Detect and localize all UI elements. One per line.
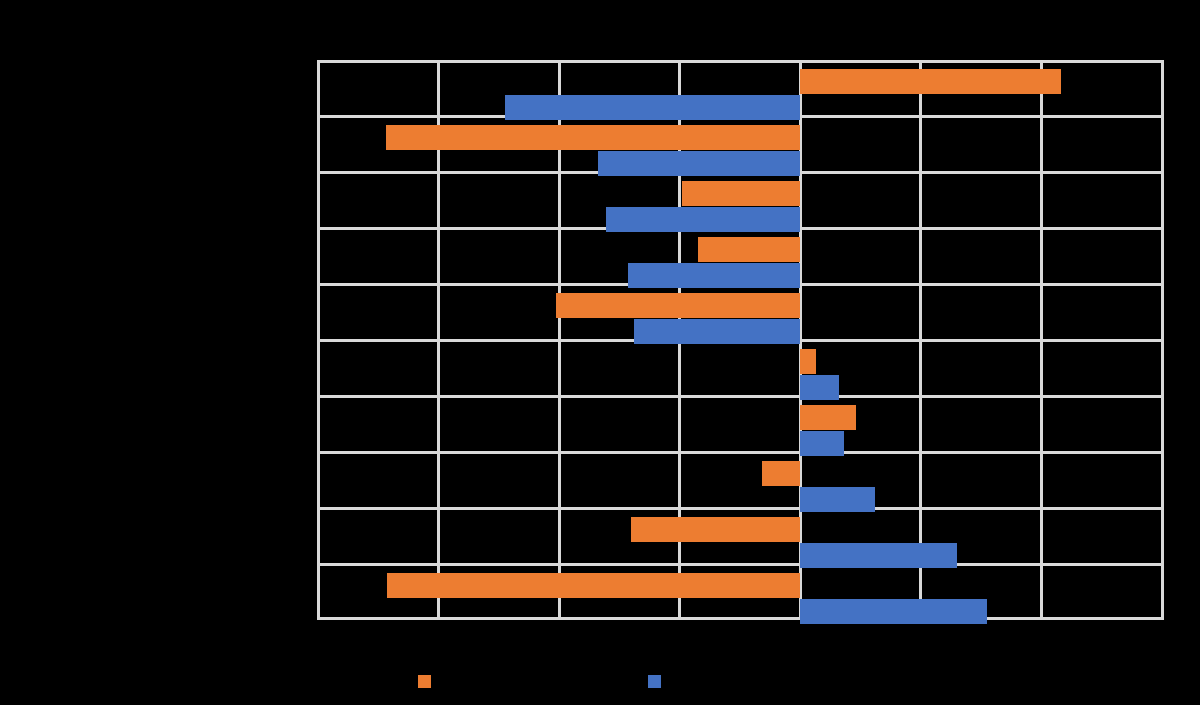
x-tick-label: 20% — [1029, 626, 1054, 640]
legend-item-series-2[interactable] — [648, 668, 669, 694]
x-tick-label: -10% — [665, 626, 694, 640]
bar-series-1[interactable] — [800, 348, 816, 374]
chart-row — [318, 60, 1162, 120]
bar-series-2[interactable] — [800, 486, 876, 512]
bar-series-1[interactable] — [800, 68, 1061, 94]
bar-series-1[interactable] — [682, 180, 801, 206]
x-tick-label: -40% — [303, 626, 333, 640]
horizontal-gridline — [318, 617, 1162, 620]
chart-row — [318, 228, 1162, 288]
bar-series-2[interactable] — [800, 542, 958, 568]
bar-series-1[interactable] — [386, 572, 801, 598]
vertical-gridline — [1160, 60, 1164, 620]
chart-row — [318, 564, 1162, 624]
bar-series-1[interactable] — [761, 460, 801, 486]
chart-row — [318, 284, 1162, 344]
chart-row — [318, 172, 1162, 232]
bar-series-2[interactable] — [800, 430, 844, 456]
x-axis-tick-labels: -40% -30% -20% -10% 0% 10% 20% 30% — [304, 624, 1174, 646]
x-tick-label: 30% — [1149, 626, 1175, 640]
bar-series-1[interactable] — [697, 236, 801, 262]
category-axis-labels — [0, 60, 316, 620]
bar-series-2[interactable] — [800, 598, 988, 624]
chart-row — [318, 452, 1162, 512]
x-tick-label: -20% — [545, 626, 574, 640]
bar-series-2[interactable] — [800, 374, 839, 400]
orange-square-icon — [418, 674, 431, 688]
horizontal-gridline — [318, 394, 1162, 398]
bar-series-1[interactable] — [385, 124, 801, 150]
x-tick-label: 10% — [908, 626, 933, 640]
x-tick-label: -30% — [424, 626, 453, 640]
bar-series-1[interactable] — [800, 404, 856, 430]
bar-series-2[interactable] — [504, 94, 801, 120]
chart-row — [318, 396, 1162, 456]
horizontal-gridline — [318, 506, 1162, 510]
bar-series-1[interactable] — [631, 516, 801, 542]
chart-row — [318, 340, 1162, 400]
bar-series-2[interactable] — [627, 262, 801, 288]
chart-row — [318, 116, 1162, 176]
horizontal-gridline — [318, 562, 1162, 566]
chart-legend — [318, 668, 1162, 694]
blue-square-icon — [648, 674, 661, 688]
bar-series-1[interactable] — [555, 292, 801, 318]
x-tick-label: 0% — [791, 626, 809, 640]
chart-row — [318, 508, 1162, 568]
bar-series-2[interactable] — [606, 206, 801, 232]
legend-item-series-1[interactable] — [418, 668, 439, 694]
horizontal-gridline — [318, 450, 1162, 454]
horizontal-gridline — [318, 60, 1162, 63]
plot-area — [316, 60, 1164, 624]
bar-series-2[interactable] — [633, 318, 801, 344]
bar-series-2[interactable] — [597, 150, 801, 176]
